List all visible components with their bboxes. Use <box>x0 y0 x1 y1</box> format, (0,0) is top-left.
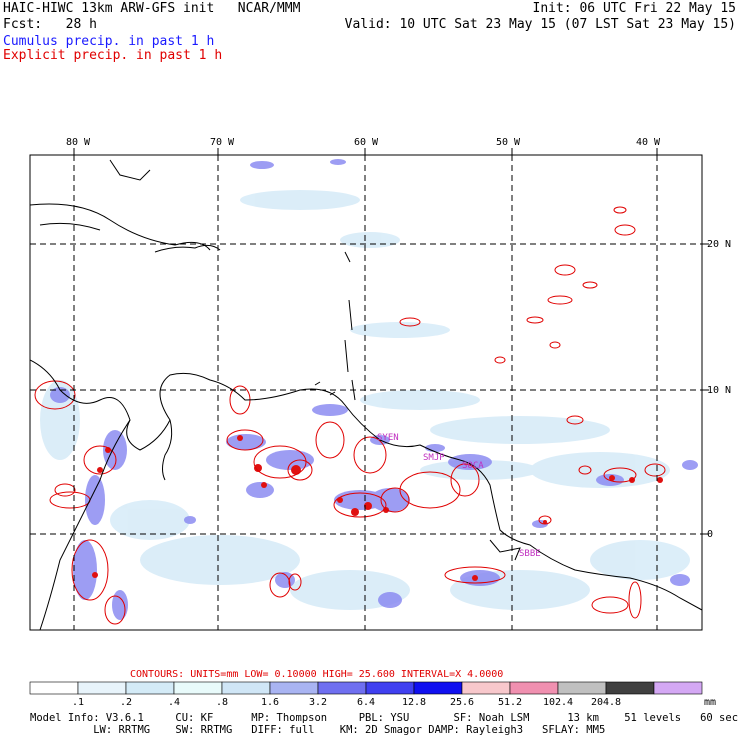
lat-label-0: 0 <box>707 529 713 540</box>
header-title: HAIC-HIWC 13km ARW-GFS init NCAR/MMM <box>3 1 301 16</box>
colorbar-swatch <box>269 681 319 695</box>
legend-explicit-label: Explicit precip. in past 1 h <box>3 48 223 63</box>
colorbar-tick-label: 1.6 <box>261 697 279 708</box>
legend-cumulus-label: Cumulus precip. in past 1 h <box>3 34 215 49</box>
colorbar-tick-label: 51.2 <box>498 697 522 708</box>
station-label-smjp: SMJP <box>423 453 445 463</box>
colorbar-tick-label: 6.4 <box>357 697 375 708</box>
colorbar-tick-label: 3.2 <box>309 697 327 708</box>
lon-label-50w: 50 W <box>496 137 521 148</box>
colorbar-tick-label: 204.8 <box>591 697 621 708</box>
lon-label-40w: 40 W <box>636 137 661 148</box>
footer-model-info-1: Model Info: V3.6.1 CU: KF MP: Thompson P… <box>30 712 739 724</box>
coastlines <box>30 159 702 630</box>
colorbar-tick-label: .4 <box>168 697 180 708</box>
contours-info: CONTOURS: UNITS=mm LOW= 0.10000 HIGH= 25… <box>130 669 503 680</box>
colorbar-swatch <box>317 681 367 695</box>
colorbar-swatch <box>509 681 559 695</box>
colorbar-swatch <box>221 681 271 695</box>
lon-label-60w: 60 W <box>354 137 379 148</box>
lon-label-80w: 80 W <box>66 137 91 148</box>
colorbar-swatch <box>173 681 223 695</box>
header-forecast-hour: Fcst: 28 h <box>3 17 97 32</box>
colorbar-swatch <box>125 681 175 695</box>
precip-colorbar <box>29 681 703 695</box>
lon-label-70w: 70 W <box>210 137 235 148</box>
colorbar-swatch <box>461 681 511 695</box>
colorbar-tick-label: .2 <box>120 697 132 708</box>
colorbar-tick-label: 102.4 <box>543 697 573 708</box>
colorbar-swatch <box>77 681 127 695</box>
colorbar-swatch <box>29 681 79 695</box>
header-init-time: Init: 06 UTC Fri 22 May 15 <box>532 1 737 16</box>
colorbar-swatch <box>413 681 463 695</box>
colorbar-swatch <box>557 681 607 695</box>
colorbar-ticks: .1 .2 .4 .8 1.6 3.2 6.4 12.8 25.6 51.2 102.4 204.8 <box>72 697 621 708</box>
colorbar-swatch <box>605 681 655 695</box>
footer-model-info-2: LW: RRTMG SW: RRTMG DIFF: full KM: 2D Sm… <box>30 724 606 736</box>
colorbar-swatch <box>653 681 703 695</box>
colorbar-unit: mm <box>704 697 716 708</box>
station-label-sbbe: SBBE <box>519 549 541 559</box>
explicit-precip-contours <box>34 206 666 625</box>
cumulus-precip-fill <box>30 155 702 630</box>
lat-label-20n: 20 N <box>707 239 731 250</box>
station-label-syen: SYEN <box>377 433 399 443</box>
lat-lon-grid <box>30 155 702 630</box>
header-valid-time: Valid: 10 UTC Sat 23 May 15 (07 LST Sat … <box>344 17 736 32</box>
station-label-soca: SOCA <box>462 461 484 471</box>
lat-label-10n: 10 N <box>707 385 731 396</box>
colorbar-tick-label: 12.8 <box>402 697 426 708</box>
colorbar-tick-label: .8 <box>216 697 228 708</box>
colorbar-swatch <box>365 681 415 695</box>
colorbar-tick-label: 25.6 <box>450 697 474 708</box>
colorbar-tick-label: .1 <box>72 697 84 708</box>
